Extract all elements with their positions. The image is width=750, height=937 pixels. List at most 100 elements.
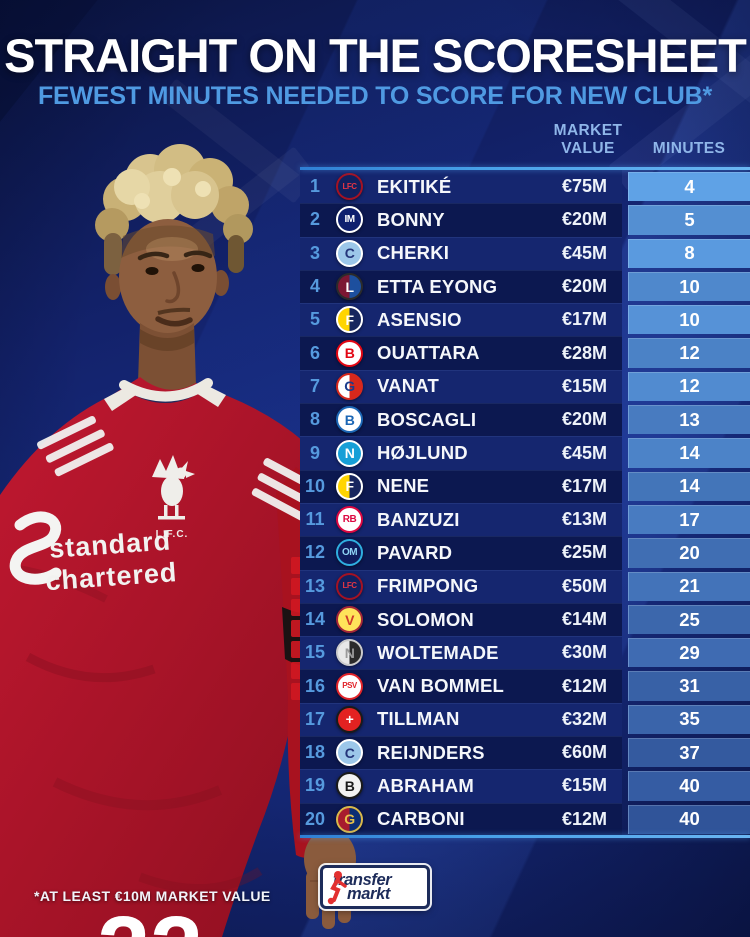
rank-number: 8 bbox=[309, 409, 320, 430]
curly-hair bbox=[95, 144, 253, 275]
standard-chartered-emblem bbox=[9, 511, 62, 585]
levante-badge: L bbox=[336, 273, 363, 301]
row-main: 9 N HØJLUND €45M bbox=[300, 436, 622, 470]
market-value: €13M bbox=[561, 509, 607, 530]
table-row: 17 + TILLMAN €32M 35 bbox=[300, 702, 750, 737]
transfermarkt-logo: transfer markt bbox=[320, 865, 430, 909]
rank-number: 14 bbox=[304, 609, 326, 629]
table-row: 10 F NENE €17M 14 bbox=[300, 469, 750, 503]
market-value-header-line2: VALUE bbox=[561, 140, 615, 157]
girona-badge: G bbox=[336, 372, 363, 400]
player-name: SOLOMON bbox=[377, 608, 474, 630]
player-name: PAVARD bbox=[377, 541, 453, 563]
crest-text: L.F.C. bbox=[156, 529, 189, 540]
newcastle-badge: N bbox=[336, 639, 363, 667]
table-row: 6 B OUATTARA €28M 12 bbox=[300, 336, 750, 370]
player-name: HØJLUND bbox=[377, 442, 468, 464]
minutes-cell: 10 bbox=[628, 271, 750, 302]
club-badge-label: IM bbox=[344, 213, 355, 225]
player-name: BANZUZI bbox=[377, 508, 460, 530]
logo-text-transfer: transfer bbox=[333, 870, 392, 889]
player-name: WOLTEMADE bbox=[377, 641, 499, 663]
row-main: 19 B ABRAHAM €15M bbox=[300, 769, 622, 803]
fenerbahce-badge: F bbox=[336, 472, 363, 500]
club-badge-label: OM bbox=[341, 546, 358, 558]
rank-number: 16 bbox=[304, 675, 326, 696]
club-badge-label: C bbox=[344, 744, 355, 761]
row-main: 6 B OUATTARA €28M bbox=[300, 336, 622, 370]
rank-number: 15 bbox=[304, 642, 326, 663]
player-name: TILLMAN bbox=[377, 708, 460, 730]
club-badge-label: V bbox=[345, 611, 354, 628]
player-name: ETTA EYONG bbox=[377, 275, 498, 297]
table-row: 1 LFC EKITIKÉ €75M 4 bbox=[300, 170, 750, 204]
minutes-cell: 31 bbox=[628, 671, 750, 701]
club-badge-label: PSV bbox=[342, 681, 357, 691]
club-badge-label: LFC bbox=[342, 181, 357, 191]
minutes-cell: 17 bbox=[628, 504, 750, 535]
table-row: 3 C CHERKI €45M 8 bbox=[300, 236, 750, 270]
minutes-cell: 29 bbox=[628, 638, 750, 668]
table-row: 20 G CARBONI €12M 40 bbox=[300, 802, 750, 836]
table-row: 12 OM PAVARD €25M 20 bbox=[300, 536, 750, 570]
row-main: 20 G CARBONI €12M bbox=[300, 802, 622, 836]
row-main: 1 LFC EKITIKÉ €75M bbox=[300, 170, 622, 204]
inter-milan-badge: IM bbox=[336, 206, 363, 234]
rank-number: 6 bbox=[309, 342, 320, 363]
minutes-cell: 10 bbox=[628, 305, 750, 335]
row-main: 13 LFC FRIMPONG €50M bbox=[300, 569, 622, 603]
rank-number: 3 bbox=[309, 242, 320, 263]
club-badge-label: B bbox=[344, 411, 355, 428]
minutes-cell: 4 bbox=[628, 172, 750, 202]
page-subtitle: FEWEST MINUTES NEEDED TO SCORE FOR NEW C… bbox=[37, 82, 713, 110]
market-value: €15M bbox=[561, 775, 607, 796]
column-header-minutes: MINUTES bbox=[652, 140, 726, 157]
market-value: €17M bbox=[561, 475, 607, 496]
club-badge-label: L bbox=[345, 278, 354, 295]
player-name: VAN BOMMEL bbox=[377, 675, 505, 697]
brighton-badge: B bbox=[336, 406, 363, 434]
minutes-cell: 37 bbox=[628, 738, 750, 768]
table-row: 2 IM BONNY €20M 5 bbox=[300, 203, 750, 237]
fenerbahce-badge: F bbox=[336, 306, 363, 334]
minutes-cell: 35 bbox=[628, 704, 750, 735]
logo-text-markt: markt bbox=[347, 885, 390, 903]
club-badge-label: N bbox=[344, 644, 355, 661]
table-row: 9 N HØJLUND €45M 14 bbox=[300, 436, 750, 470]
manchester-city-badge: C bbox=[336, 739, 363, 767]
player-name: REIJNDERS bbox=[377, 741, 485, 763]
table-row: 14 V SOLOMON €14M 25 bbox=[300, 602, 750, 637]
player-name: VANAT bbox=[377, 375, 439, 397]
minutes-cell: 14 bbox=[628, 438, 750, 468]
rb-leipzig-badge: RB bbox=[336, 506, 363, 534]
minutes-cell: 5 bbox=[628, 205, 750, 235]
led-ad-strip bbox=[291, 557, 302, 700]
minutes-cell: 14 bbox=[628, 471, 750, 501]
market-value: €50M bbox=[561, 575, 607, 596]
row-main: 16 PSV VAN BOMMEL €12M bbox=[300, 669, 622, 703]
row-main: 12 OM PAVARD €25M bbox=[300, 536, 622, 570]
page-title: STRAIGHT ON THE SCORESHEET bbox=[4, 29, 747, 82]
market-value: €12M bbox=[561, 675, 607, 696]
minutes-cell: 20 bbox=[628, 538, 750, 568]
rank-number: 10 bbox=[304, 475, 326, 496]
row-main: 7 G VANAT €15M bbox=[300, 369, 622, 404]
table-row: 15 N WOLTEMADE €30M 29 bbox=[300, 636, 750, 670]
table-row: 16 PSV VAN BOMMEL €12M 31 bbox=[300, 669, 750, 703]
market-value: €30M bbox=[561, 642, 607, 663]
table-rows: 1 LFC EKITIKÉ €75M 4 2 IM BONNY €20M 5 bbox=[300, 170, 750, 836]
minutes-cell: 25 bbox=[628, 604, 750, 635]
rank-number: 17 bbox=[304, 708, 326, 729]
row-main: 2 IM BONNY €20M bbox=[300, 203, 622, 237]
player-name: ABRAHAM bbox=[377, 774, 474, 796]
rank-number: 12 bbox=[304, 542, 326, 563]
club-badge-label: C bbox=[344, 245, 355, 262]
market-value: €32M bbox=[561, 708, 607, 729]
club-badge-label: G bbox=[344, 811, 355, 828]
player-name: EKITIKÉ bbox=[377, 175, 452, 197]
column-header-market-value: MARKET VALUE bbox=[520, 122, 656, 158]
rank-number: 20 bbox=[304, 808, 326, 829]
minutes-cell: 21 bbox=[628, 571, 750, 601]
row-main: 15 N WOLTEMADE €30M bbox=[300, 636, 622, 670]
player-name: NENE bbox=[377, 475, 430, 497]
